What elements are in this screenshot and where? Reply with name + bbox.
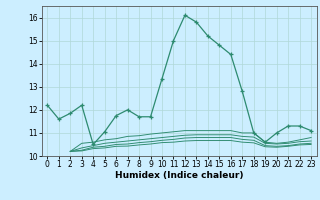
X-axis label: Humidex (Indice chaleur): Humidex (Indice chaleur) bbox=[115, 171, 244, 180]
